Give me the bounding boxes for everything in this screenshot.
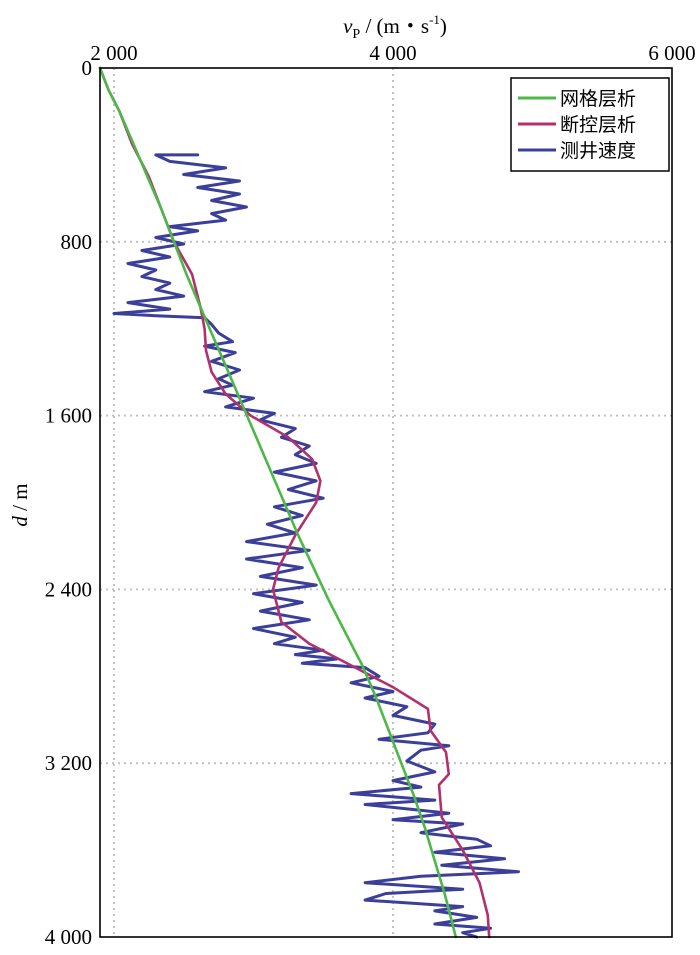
x-axis-title: vP / (m・s-1) — [343, 12, 447, 42]
y-tick-labels: 0 800 1 600 2 400 3 200 4 000 — [45, 56, 92, 949]
legend-label: 网格层析 — [560, 88, 636, 110]
y-axis-title: d / m — [8, 483, 32, 526]
legend-label: 断控层析 — [560, 114, 636, 136]
y-tick-label: 800 — [61, 230, 93, 254]
x-tick-label: 4 000 — [369, 41, 416, 65]
x-tick-label: 6 000 — [648, 41, 695, 65]
series-line-well-log — [112, 153, 520, 939]
y-tick-label: 2 400 — [45, 577, 92, 601]
y-tick-label: 3 200 — [45, 751, 92, 775]
y-tick-label: 0 — [82, 56, 93, 80]
x-tick-label: 2 000 — [90, 41, 137, 65]
series-line-grid-tomo — [98, 66, 458, 939]
legend-label: 测井速度 — [560, 140, 636, 162]
y-tick-label: 1 600 — [45, 404, 92, 428]
y-tick-label: 4 000 — [45, 925, 92, 949]
series-layer — [98, 66, 520, 939]
plot-border — [99, 67, 673, 938]
x-tick-labels: 2 000 4 000 6 000 — [90, 41, 695, 65]
plot-frame — [99, 67, 673, 938]
grid-lines — [100, 68, 672, 937]
